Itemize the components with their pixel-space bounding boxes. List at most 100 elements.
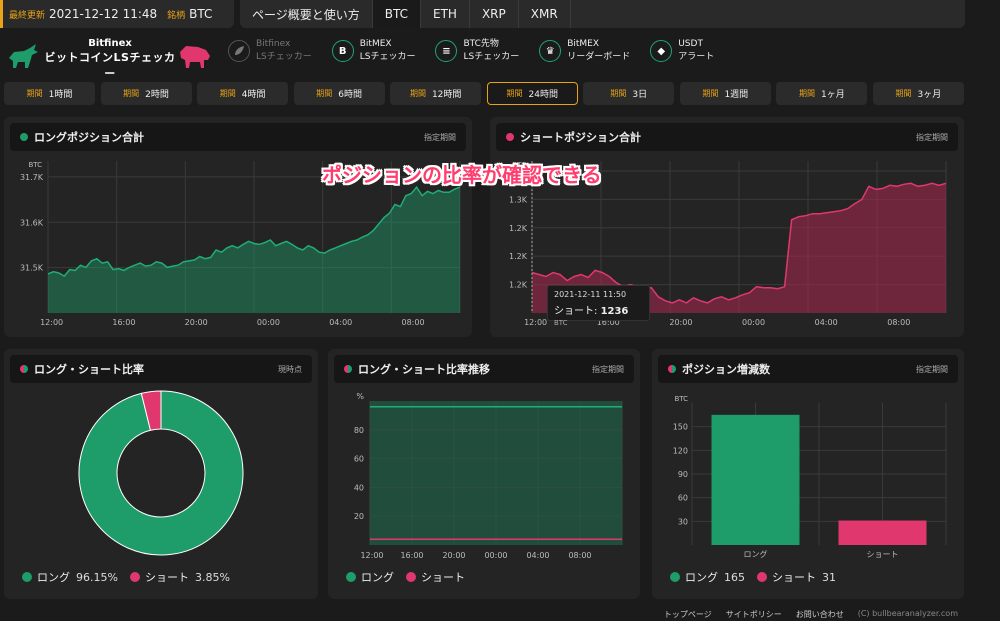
long-slice	[78, 390, 244, 556]
long-change-value: 165	[724, 570, 745, 584]
period-button-4[interactable]: 期間 12時間	[390, 82, 482, 105]
tab-eth[interactable]: ETH	[421, 0, 470, 28]
period-selector: 期間 1時間 期間 2時間 期間 4時間 期間 6時間 期間 12時間 期間 24時間 期間 3日 期間 1週…	[4, 82, 964, 105]
long-total-panel: ロングポジション合計 指定期間 31.5K 31.6K 31.7K BTC 12:00 1…	[4, 117, 472, 337]
x-tick-label: 16:00	[597, 318, 620, 327]
logo-line1: Bitfinex	[88, 38, 132, 49]
x-tick-label: 00:00	[742, 318, 765, 327]
site-links: Bitfinex LSチェッカー B BitMEX LSチェッカー ≡ BTC先…	[228, 38, 734, 64]
x-tick-label: 00:00	[484, 551, 507, 560]
long-legend-dot	[670, 572, 680, 582]
period-button-1[interactable]: 期間 2時間	[100, 82, 192, 105]
btc-futures-icon: ≡	[435, 40, 458, 62]
tab-btc[interactable]: BTC	[372, 0, 422, 28]
panel-title: ロングポジション合計	[34, 131, 144, 144]
y-tick-label: 1.3K	[509, 167, 528, 176]
footer-link-policy[interactable]: サイトポリシー	[725, 610, 782, 619]
period-value: 24時間	[528, 90, 558, 100]
link-btc-futures[interactable]: ≡ BTC先物 LSチェッカー	[435, 38, 519, 64]
period-label: 期間	[506, 89, 523, 98]
period-button-9[interactable]: 期間 3ヶ月	[872, 82, 964, 105]
short-legend-label: ショート	[772, 571, 816, 584]
y-tick-label: 60	[354, 455, 364, 464]
copyright: (C) bullbearanalyzer.com	[857, 609, 958, 618]
ratio-dot	[20, 365, 28, 373]
y-tick-label: 30	[678, 517, 688, 526]
ratio-trend-chart[interactable]: 20 40 60 80% 12:00 16:00 20:00 00:00 04:00 08:00	[328, 349, 640, 599]
long-total-chart[interactable]: 31.5K 31.6K 31.7K BTC 12:00 16:00 20:00 00:00 04…	[4, 117, 472, 337]
x-tick-label: 04:00	[329, 318, 352, 327]
long-legend-label: ロング	[37, 571, 70, 584]
ratio-donut-chart[interactable]	[4, 349, 318, 599]
bitmex-icon: B	[331, 40, 354, 62]
link-usdt-alert[interactable]: ◆ USDT アラート	[650, 38, 714, 64]
y-unit-label: BTC	[512, 161, 526, 169]
panel-range: 現時点	[278, 364, 302, 374]
period-label: 期間	[409, 89, 426, 98]
period-label: 期間	[316, 89, 333, 98]
y-unit-label: BTC	[28, 161, 42, 169]
symbol-value: BTC	[189, 7, 213, 21]
y-tick-label: 20	[354, 512, 364, 521]
link-leaderboard[interactable]: ♛ BitMEX リーダーボード	[539, 38, 630, 64]
period-label: 期間	[26, 89, 43, 98]
long-ratio-value: 96.15%	[76, 570, 118, 584]
x-tick-label: ショート	[867, 550, 899, 559]
position-change-panel: ポジション増減数 指定期間 30 60 90 120 150 BTC ロング ショート ロング…	[652, 349, 964, 599]
period-button-5[interactable]: 期間 24時間	[486, 82, 578, 105]
period-label: 期間	[219, 89, 236, 98]
long-bar	[711, 414, 800, 545]
period-label: 期間	[123, 89, 140, 98]
period-button-8[interactable]: 期間 1ヶ月	[776, 82, 868, 105]
period-button-0[interactable]: 期間 1時間	[4, 82, 95, 105]
tab-xmr[interactable]: XMR	[519, 0, 571, 28]
y-tick-label: 80	[354, 426, 364, 435]
footer: トップページ サイトポリシー お問い合わせ (C) bullbearanalyz…	[650, 609, 958, 620]
y-tick-label: 31.7K	[20, 173, 44, 182]
period-value: 3ヶ月	[917, 90, 942, 100]
link-bitfinex[interactable]: Bitfinex LSチェッカー	[228, 38, 312, 64]
series-line	[531, 182, 947, 304]
ratio-trend-panel: ロング・ショート比率推移 指定期間 20 40 60 80% 12:00 16:00 20:…	[328, 349, 640, 599]
footer-link-top[interactable]: トップページ	[663, 610, 712, 619]
y-unit-label: %	[356, 392, 364, 401]
logo-line2: ビットコインLSチェッカー	[44, 51, 176, 80]
long-dot	[20, 133, 28, 141]
period-button-7[interactable]: 期間 1週間	[679, 82, 771, 105]
series-area	[48, 187, 460, 313]
x-tick-label: 20:00	[669, 318, 692, 327]
change-legend: ロング 165 ショート 31	[670, 569, 836, 585]
annotation-text: ポジションの比率が確認できる	[322, 163, 602, 187]
x-tick-label: 16:00	[112, 318, 135, 327]
period-button-3[interactable]: 期間 6時間	[293, 82, 385, 105]
bull-icon	[9, 44, 38, 68]
y-unit-label: BTC	[674, 395, 688, 403]
long-legend-dot	[346, 572, 356, 582]
panel-range: 指定期間	[916, 364, 948, 374]
footer-link-contact[interactable]: お問い合わせ	[795, 610, 844, 619]
period-value: 4時間	[241, 90, 266, 100]
period-label: 期間	[799, 89, 815, 98]
x-tick-label: 04:00	[526, 551, 549, 560]
site-logo[interactable]: Bitfinex ビットコインLSチェッカー	[6, 38, 212, 80]
link-bitmex[interactable]: B BitMEX LSチェッカー	[331, 38, 415, 64]
last-updated-info: 最終更新 2021-12-12 11:48 銘柄 BTC	[0, 0, 234, 28]
ratio-legend: ロング 96.15% ショート 3.85%	[22, 569, 230, 585]
trophy-icon: ♛	[539, 40, 562, 62]
period-button-2[interactable]: 期間 4時間	[197, 82, 289, 105]
tab-xrp[interactable]: XRP	[470, 0, 519, 28]
period-value: 1週間	[724, 90, 749, 100]
tooltip-time: 2021-12-11 11:50	[554, 290, 627, 299]
tab-page-overview[interactable]: ページ概要と使い方	[240, 0, 373, 28]
ratio-trend-dot	[344, 365, 352, 373]
period-value: 2時間	[145, 90, 169, 100]
x-tick-label: 12:00	[524, 318, 547, 327]
short-bar	[838, 520, 927, 545]
y-tick-label: 60	[678, 494, 688, 503]
short-legend-label: ショート	[144, 571, 189, 584]
period-button-6[interactable]: 期間 3日	[583, 82, 675, 105]
y-tick-label: 1.2K	[509, 281, 528, 290]
short-ratio-value: 3.85%	[194, 570, 230, 584]
short-total-panel: ショートポジション合計 指定期間 1.2K 1.2K 1.2K 1.3K 1.3K BTC…	[490, 117, 964, 337]
